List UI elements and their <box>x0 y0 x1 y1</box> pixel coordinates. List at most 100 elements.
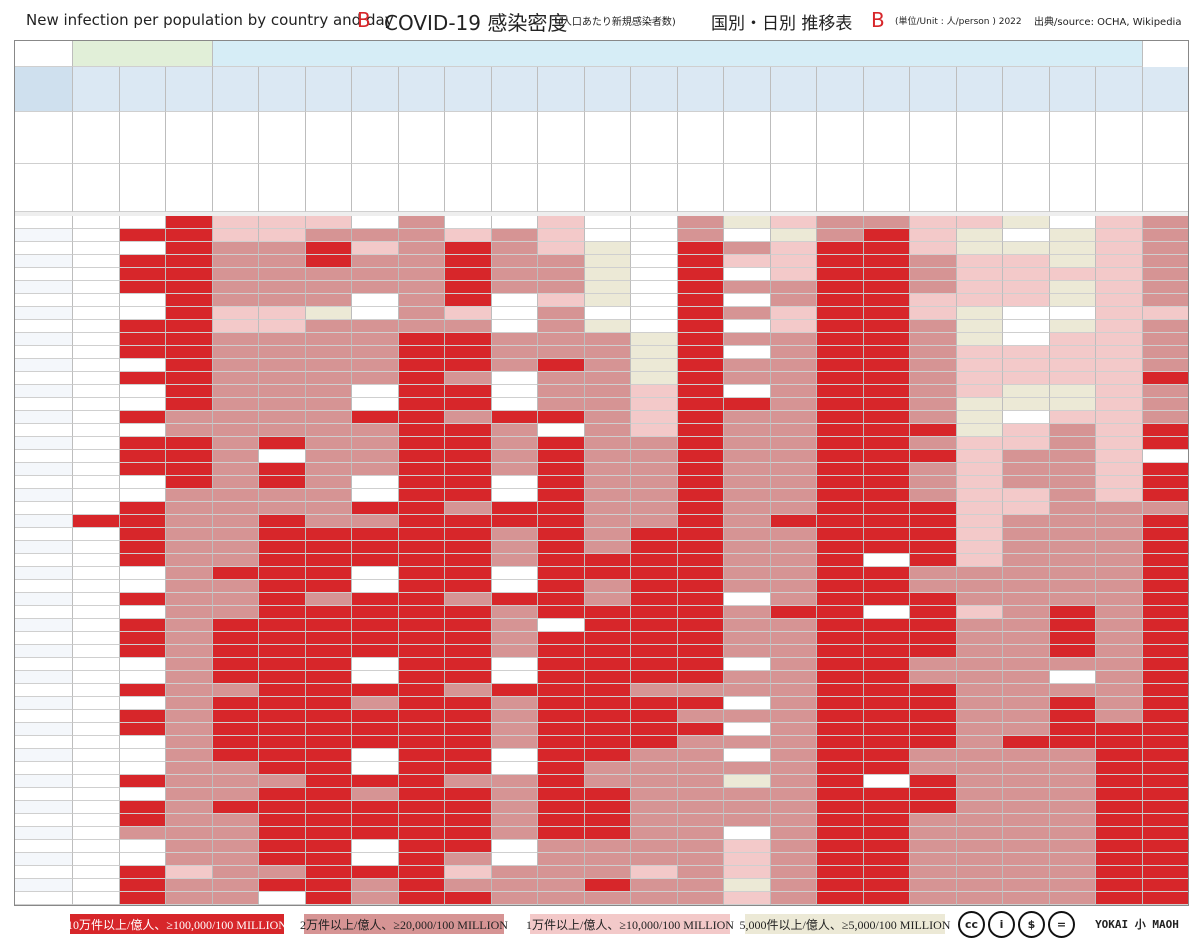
value-cell <box>259 294 306 307</box>
date-cell <box>15 606 73 619</box>
value-cell <box>1003 489 1050 502</box>
value-cell <box>538 879 585 892</box>
value-cell <box>398 320 445 333</box>
value-cell <box>491 463 538 476</box>
value-cell <box>259 463 306 476</box>
value-cell <box>491 697 538 710</box>
value-cell <box>677 281 724 294</box>
value-cell <box>1049 320 1096 333</box>
value-cell <box>538 346 585 359</box>
value-cell <box>166 372 213 385</box>
country-population <box>956 164 1003 212</box>
value-cell <box>212 242 259 255</box>
value-cell <box>259 814 306 827</box>
value-cell <box>770 567 817 580</box>
value-cell <box>724 684 771 697</box>
value-cell <box>1049 645 1096 658</box>
date-cell <box>15 788 73 801</box>
value-cell <box>1142 502 1188 515</box>
value-cell <box>398 450 445 463</box>
value-cell <box>119 385 166 398</box>
value-cell <box>352 216 399 229</box>
value-cell <box>956 866 1003 879</box>
value-cell <box>631 736 678 749</box>
value-cell <box>1142 346 1188 359</box>
value-cell <box>584 593 631 606</box>
value-cell <box>352 294 399 307</box>
value-cell <box>73 593 120 606</box>
value-cell <box>119 697 166 710</box>
value-cell <box>445 268 492 281</box>
value-cell <box>1096 320 1143 333</box>
value-cell <box>119 398 166 411</box>
value-cell <box>352 736 399 749</box>
value-cell <box>724 333 771 346</box>
value-cell <box>863 333 910 346</box>
value-cell <box>305 385 352 398</box>
value-cell <box>863 554 910 567</box>
date-cell <box>15 528 73 541</box>
value-cell <box>724 255 771 268</box>
value-cell <box>445 567 492 580</box>
value-cell <box>1096 333 1143 346</box>
value-cell <box>445 554 492 567</box>
value-cell <box>584 476 631 489</box>
value-cell <box>817 632 864 645</box>
value-cell <box>770 320 817 333</box>
value-cell <box>1142 216 1188 229</box>
value-cell <box>1096 281 1143 294</box>
value-cell <box>910 840 957 853</box>
value-cell <box>817 762 864 775</box>
value-cell <box>73 424 120 437</box>
value-cell <box>677 762 724 775</box>
value-cell <box>445 424 492 437</box>
value-cell <box>538 723 585 736</box>
value-cell <box>259 450 306 463</box>
value-cell <box>352 502 399 515</box>
value-cell <box>352 580 399 593</box>
value-cell <box>817 372 864 385</box>
value-cell <box>1049 840 1096 853</box>
value-cell <box>584 788 631 801</box>
value-cell <box>770 762 817 775</box>
value-cell <box>1003 684 1050 697</box>
value-cell <box>677 723 724 736</box>
value-cell <box>817 606 864 619</box>
value-cell <box>677 346 724 359</box>
value-cell <box>352 515 399 528</box>
value-cell <box>166 411 213 424</box>
value-cell <box>491 879 538 892</box>
value-cell <box>863 424 910 437</box>
value-cell <box>491 346 538 359</box>
value-cell <box>1003 697 1050 710</box>
value-cell <box>259 385 306 398</box>
value-cell <box>445 242 492 255</box>
value-cell <box>1003 827 1050 840</box>
country-en-name <box>1049 112 1096 164</box>
value-cell <box>305 320 352 333</box>
value-cell <box>119 671 166 684</box>
value-cell <box>677 450 724 463</box>
value-cell <box>352 346 399 359</box>
value-cell <box>770 528 817 541</box>
value-cell <box>956 632 1003 645</box>
value-cell <box>445 476 492 489</box>
value-cell <box>1049 892 1096 905</box>
value-cell <box>305 775 352 788</box>
value-cell <box>910 411 957 424</box>
value-cell <box>770 788 817 801</box>
value-cell <box>1096 424 1143 437</box>
value-cell <box>956 580 1003 593</box>
value-cell <box>305 411 352 424</box>
value-cell <box>119 229 166 242</box>
value-cell <box>445 385 492 398</box>
value-cell <box>956 450 1003 463</box>
value-cell <box>73 866 120 879</box>
value-cell <box>259 619 306 632</box>
value-cell <box>73 359 120 372</box>
value-cell <box>445 801 492 814</box>
value-cell <box>817 697 864 710</box>
value-cell <box>1142 450 1188 463</box>
value-cell <box>677 892 724 905</box>
value-cell <box>770 424 817 437</box>
